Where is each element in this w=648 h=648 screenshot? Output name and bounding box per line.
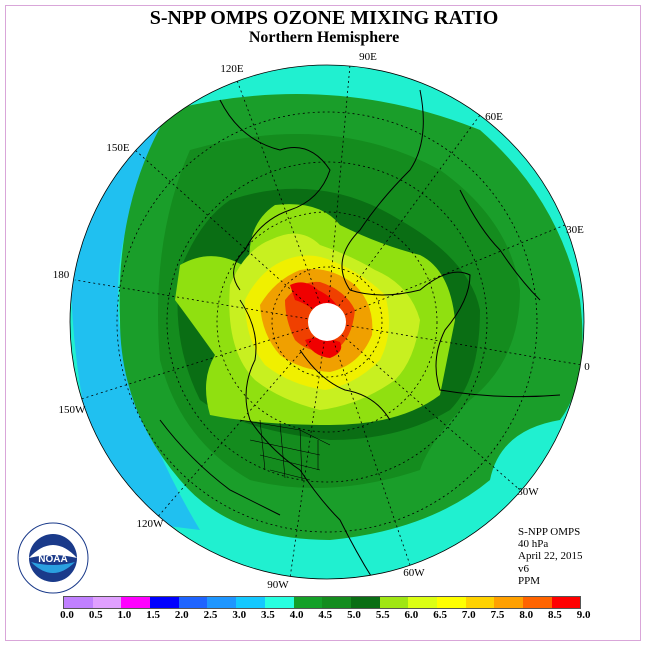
noaa-logo: NOAA bbox=[17, 522, 89, 594]
noaa-logo-text: NOAA bbox=[38, 554, 67, 565]
colorbar-tick-label: 4.0 bbox=[289, 609, 304, 621]
colorbar-swatch bbox=[150, 597, 179, 608]
colorbar-swatch bbox=[236, 597, 265, 608]
colorbar-tick-label: 3.5 bbox=[261, 609, 275, 621]
polar-gap bbox=[308, 303, 346, 341]
colorbar-swatch bbox=[408, 597, 437, 608]
colorbar-swatch bbox=[264, 597, 294, 608]
colorbar-tick-label: 8.0 bbox=[519, 609, 534, 621]
label-90e: 90E bbox=[359, 51, 377, 63]
colorbar-swatch bbox=[494, 597, 523, 608]
colorbar-tick-label: 6.5 bbox=[433, 609, 447, 621]
colorbar-tick-label: 2.0 bbox=[174, 609, 189, 621]
label-90w: 90W bbox=[267, 579, 289, 591]
map-border bbox=[69, 64, 585, 580]
info-block: S-NPP OMPS 40 hPa April 22, 2015 v6 PPM bbox=[518, 526, 582, 587]
colorbar-swatch bbox=[293, 597, 323, 608]
colorbar-swatch bbox=[379, 597, 409, 608]
info-date: April 22, 2015 bbox=[518, 550, 583, 563]
colorbar-tick-label: 3.0 bbox=[232, 609, 247, 621]
map-subtitle: Northern Hemisphere bbox=[248, 29, 400, 46]
colorbar-swatch bbox=[465, 597, 495, 608]
graticule bbox=[74, 65, 583, 579]
map-title: S-NPP OMPS OZONE MIXING RATIO bbox=[149, 7, 499, 29]
field-blue bbox=[70, 110, 200, 530]
plot-frame bbox=[5, 5, 641, 641]
colorbar-swatch bbox=[92, 597, 122, 608]
colorbar-ticks: 0.0 0.5 1.0 1.5 2.0 2.5 3.0 3.5 4.0 4.5 5.0 5.5 6.0 6… bbox=[0, 609, 648, 623]
colorbar-tick-label: 8.5 bbox=[548, 609, 562, 621]
colorbar-swatch bbox=[350, 597, 380, 608]
label-60e: 60E bbox=[485, 111, 503, 123]
colorbar-tick-label: 5.5 bbox=[375, 609, 390, 621]
label-120e: 120E bbox=[220, 63, 244, 75]
colorbar-tick-label: 0.0 bbox=[60, 609, 74, 621]
info-version: v6 bbox=[518, 562, 529, 575]
label-30e: 30E bbox=[566, 224, 584, 236]
colorbar-tick-label: 7.5 bbox=[490, 609, 505, 621]
colorbar-tick-label: 0.5 bbox=[88, 609, 103, 621]
label-30w: 30W bbox=[517, 486, 539, 498]
info-units: PPM bbox=[518, 574, 541, 587]
colorbar-swatch bbox=[523, 597, 552, 608]
colorbar-tick-label: 6.0 bbox=[404, 609, 419, 621]
label-60w: 60W bbox=[403, 567, 425, 579]
colorbar-swatch bbox=[436, 597, 466, 608]
colorbar-swatch bbox=[322, 597, 351, 608]
colorbar-tick-label: 9.0 bbox=[576, 609, 591, 621]
colorbar-swatch bbox=[207, 597, 237, 608]
label-150e: 150E bbox=[106, 142, 130, 154]
colorbar-tick-label: 7.0 bbox=[461, 609, 476, 621]
state-borders bbox=[239, 419, 331, 481]
colorbar-swatch bbox=[178, 597, 208, 608]
colorbar-tick-label: 4.5 bbox=[318, 609, 333, 621]
label-150w: 150W bbox=[59, 404, 87, 416]
coastlines bbox=[159, 89, 561, 579]
colorbar-tick-label: 1.5 bbox=[146, 609, 160, 621]
colorbar-swatch bbox=[551, 597, 581, 608]
colorbar-swatch bbox=[64, 597, 93, 608]
info-instrument: S-NPP OMPS bbox=[518, 526, 581, 538]
label-0: 0 bbox=[584, 361, 590, 373]
colorbar-swatch bbox=[121, 597, 151, 608]
colorbar-tick-label: 2.5 bbox=[203, 609, 218, 621]
colorbar-tick-label: 1.0 bbox=[117, 609, 132, 621]
colorbar-tick-label: 5.0 bbox=[347, 609, 361, 621]
label-120w: 120W bbox=[137, 518, 165, 530]
label-180: 180 bbox=[53, 269, 70, 281]
info-level: 40 hPa bbox=[518, 538, 549, 551]
colorbar bbox=[63, 596, 582, 609]
